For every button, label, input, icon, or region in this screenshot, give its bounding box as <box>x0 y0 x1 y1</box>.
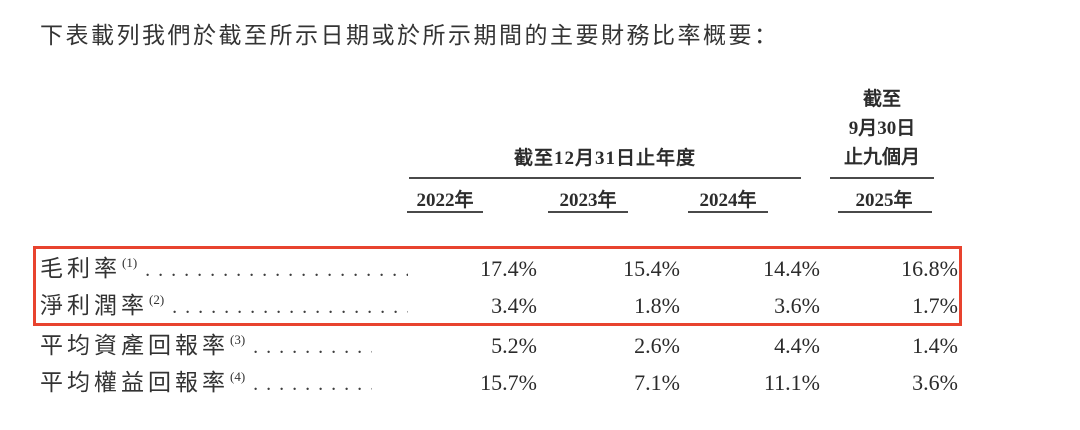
nine-months-line-3: 止九個月 <box>843 147 920 168</box>
row-label: 毛利率(1) <box>40 254 137 284</box>
cell-value: 15.4% <box>623 256 680 281</box>
row-label-wrap: 平均權益回報率(4) .............................… <box>40 368 372 398</box>
cell-value: 15.7% <box>480 370 537 395</box>
year-column-header-2023: 2023年 <box>559 190 617 211</box>
cell-value: 17.4% <box>480 256 537 281</box>
cell-value: 7.1% <box>634 370 680 395</box>
dot-leader: ........................................ <box>253 373 372 395</box>
cell-value: 2.6% <box>634 333 680 358</box>
cell-value: 4.4% <box>774 333 820 358</box>
footnote-marker: (3) <box>230 332 246 347</box>
dot-leader: ........................................ <box>253 336 372 358</box>
table-row-average-return-on-equity: 平均權益回報率(4) .............................… <box>0 368 1080 398</box>
cell-value: 3.6% <box>774 293 820 318</box>
row-label-text: 毛利率 <box>40 256 121 281</box>
row-label-text: 平均權益回報率 <box>40 370 229 395</box>
row-label: 淨利潤率(2) <box>40 291 164 321</box>
row-label-wrap: 平均資產回報率(3) .............................… <box>40 331 372 361</box>
highlight-box <box>33 246 962 326</box>
footnote-marker: (4) <box>230 369 246 384</box>
year-underline-2023 <box>548 211 628 213</box>
cell-value: 11.1% <box>763 370 820 395</box>
row-label-text: 淨利潤率 <box>40 293 148 318</box>
annual-group-underline <box>409 177 801 179</box>
cell-value: 1.4% <box>912 333 958 358</box>
footnote-marker: (2) <box>149 292 165 307</box>
year-column-header-2025: 2025年 <box>855 190 913 211</box>
cell-value: 3.6% <box>912 370 958 395</box>
column-group-header-nine-months: 截至 9月30日 止九個月 <box>820 85 944 172</box>
year-column-header-2024: 2024年 <box>699 190 757 211</box>
footnote-marker: (1) <box>122 255 138 270</box>
nine-months-line-2: 9月30日 <box>848 118 916 139</box>
table-row-net-profit-margin: 淨利潤率(2) ................................… <box>0 291 1080 321</box>
cell-value: 3.4% <box>491 293 537 318</box>
row-label-text: 平均資產回報率 <box>40 333 229 358</box>
nine-months-line-1: 截至 <box>862 89 901 110</box>
column-group-header-annual: 截至12月31日止年度 <box>513 148 696 169</box>
cell-value: 5.2% <box>491 333 537 358</box>
year-underline-2025 <box>838 211 932 213</box>
cell-value: 1.7% <box>912 293 958 318</box>
year-underline-2024 <box>688 211 768 213</box>
table-row-gross-profit-margin: 毛利率(1) .................................… <box>0 254 1080 284</box>
cell-value: 1.8% <box>634 293 680 318</box>
cell-value: 14.4% <box>763 256 820 281</box>
cell-value: 16.8% <box>901 256 958 281</box>
row-label-wrap: 毛利率(1) .................................… <box>40 254 408 284</box>
dot-leader: ........................................ <box>172 296 408 318</box>
nine-months-group-underline <box>830 177 934 179</box>
row-label: 平均資產回報率(3) <box>40 331 245 361</box>
page-title: 下表載列我們於截至所示日期或於所示期間的主要財務比率概要： <box>40 23 780 48</box>
year-underline-2022 <box>407 211 483 213</box>
table-row-average-return-on-assets: 平均資產回報率(3) .............................… <box>0 331 1080 361</box>
year-column-header-2022: 2022年 <box>416 190 474 211</box>
row-label: 平均權益回報率(4) <box>40 368 245 398</box>
row-label-wrap: 淨利潤率(2) ................................… <box>40 291 408 321</box>
dot-leader: ........................................ <box>145 259 408 281</box>
